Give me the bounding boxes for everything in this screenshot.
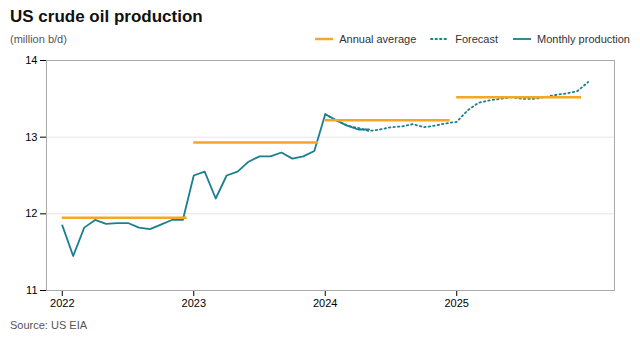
html-text:Source: US EIA: Source: US EIA xyxy=(10,319,87,331)
svg-text:14: 14 xyxy=(25,54,37,66)
svg-text:2023: 2023 xyxy=(182,297,206,309)
svg-text:13: 13 xyxy=(25,131,37,143)
svg-text:2024: 2024 xyxy=(313,297,337,309)
html-text:US crude oil production: US crude oil production xyxy=(10,7,203,26)
svg-text:11: 11 xyxy=(26,284,37,296)
html-text:Monthly production: Monthly production xyxy=(537,33,630,45)
html-text:Annual average: Annual average xyxy=(339,33,417,45)
svg-text:2022: 2022 xyxy=(50,297,74,309)
svg-text:12: 12 xyxy=(25,207,37,219)
html-text:(million b/d): (million b/d) xyxy=(10,33,67,45)
svg-text:2025: 2025 xyxy=(444,297,468,309)
html-text:Forecast: Forecast xyxy=(455,33,498,45)
